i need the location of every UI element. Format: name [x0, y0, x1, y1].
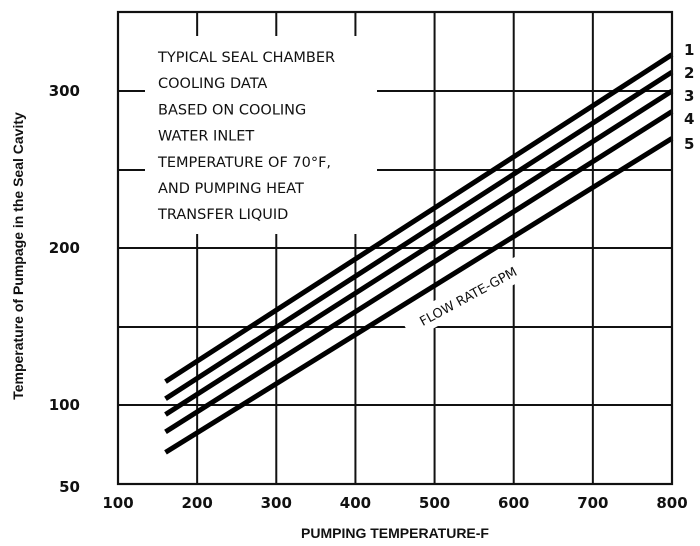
annotation-line: TRANSFER LIQUID [157, 207, 288, 223]
annotation-text: TYPICAL SEAL CHAMBER COOLING DATA BASED ON… [157, 50, 335, 223]
annotation-line: TEMPERATURE OF 70°F, [157, 155, 331, 171]
x-axis-title: PUMPING TEMPERATURE-F [301, 525, 489, 541]
x-tick-label: 400 [340, 494, 371, 512]
series-line [164, 52, 674, 384]
x-tick-label: 100 [102, 494, 133, 512]
series-label: 4 [684, 110, 694, 128]
plot-frame [116, 10, 674, 486]
series-line [164, 69, 674, 401]
annotation-line: TYPICAL SEAL CHAMBER [157, 50, 335, 66]
y-tick-label: 200 [49, 239, 80, 257]
series-label: 2 [684, 64, 694, 82]
annotation-box [145, 36, 377, 234]
y-tick-label: 50 [59, 478, 80, 496]
y-axis-title: Temperature of Pumpage in the Seal Cavit… [10, 112, 26, 400]
x-tick-label: 300 [261, 494, 292, 512]
flow-rate-label-background [400, 252, 536, 340]
annotation-line: WATER INLET [158, 129, 254, 145]
series-lines [164, 52, 674, 455]
x-tick-label: 800 [656, 494, 687, 512]
x-tick-label: 600 [498, 494, 529, 512]
series-line [164, 109, 674, 434]
flow-rate-label: FLOW RATE-GPM [418, 265, 520, 330]
y-tick-label: 300 [49, 82, 80, 100]
annotation-line: BASED ON COOLING [158, 102, 306, 118]
series-line [164, 88, 674, 417]
annotation-line: COOLING DATA [158, 76, 267, 92]
x-tick-label: 700 [577, 494, 608, 512]
series-label: 3 [684, 87, 694, 105]
series-label: 5 [684, 135, 694, 153]
series-line [164, 136, 674, 455]
x-tick-label: 200 [181, 494, 212, 512]
x-tick-labels: 100 200 300 400 500 600 700 800 [102, 494, 687, 512]
y-tick-label: 100 [49, 396, 80, 414]
y-tick-labels: 50 100 200 300 [49, 82, 80, 496]
series-label: 1 [684, 41, 694, 59]
annotation-line: AND PUMPING HEAT [158, 181, 304, 197]
series-labels: 1 2 3 4 5 [684, 41, 694, 153]
x-tick-label: 500 [419, 494, 450, 512]
